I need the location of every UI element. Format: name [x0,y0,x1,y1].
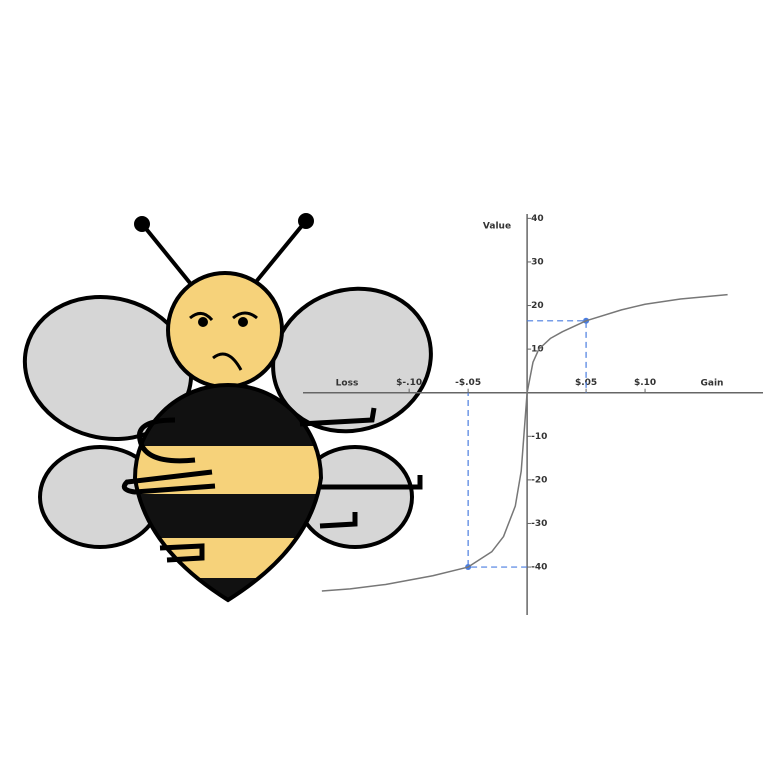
y-tick-label: -10 [531,432,547,442]
mouth [212,352,243,371]
antenna [253,220,307,285]
eye [198,317,208,327]
y-tick-label: 10 [531,345,544,355]
head [166,271,284,389]
x-tick-label: $-.10 [396,378,422,388]
eyebrows [189,311,258,322]
y-tick-label: 20 [531,301,544,311]
y-tick-label: 30 [531,257,544,267]
arms [121,407,423,563]
value-curve [321,293,728,592]
wing [22,294,194,442]
guide-line [467,392,528,568]
antenna [141,223,192,285]
y-tick-label: -30 [531,519,547,529]
y-axis-label: Value [483,222,511,232]
x-tick-label: $.10 [634,378,656,388]
x-axis-label-right: Gain [701,379,724,389]
antenna-tip [134,216,150,232]
antenna-tip [298,213,314,229]
eye [238,317,248,327]
y-tick-label: 40 [531,214,544,224]
wing [271,286,433,434]
body-outline [132,383,324,603]
y-tick-label: -40 [531,563,547,573]
x-tick-label: -$.05 [455,378,481,388]
x-axis-label-left: Loss [336,379,359,389]
bee [22,213,433,603]
y-tick-label: -20 [531,475,547,485]
